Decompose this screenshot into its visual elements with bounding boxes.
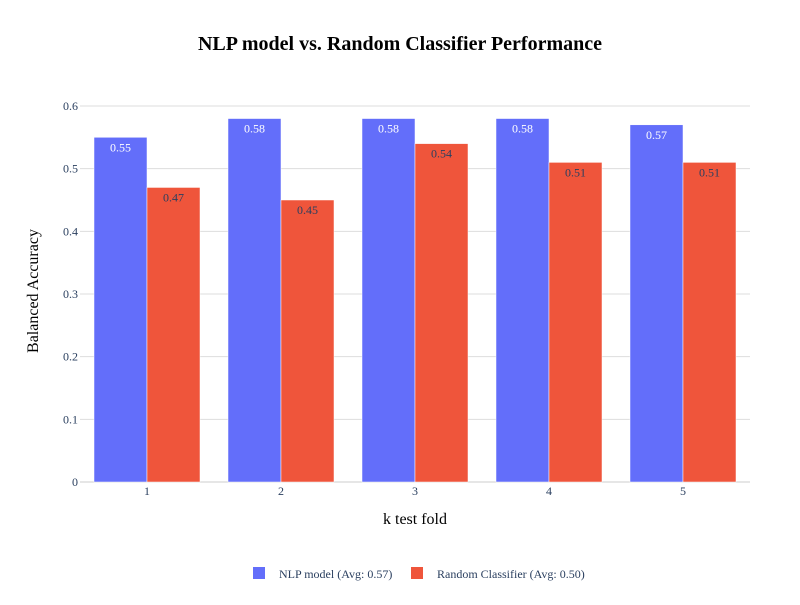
x-tick-label: 2 [278,484,284,498]
x-tick-label: 3 [412,484,418,498]
bar-value-label: 0.54 [431,147,452,161]
legend-item-random-classifier[interactable]: Random Classifier (Avg: 0.50) [411,567,585,581]
x-axis-title: k test fold [383,511,447,528]
y-tick-label: 0.5 [63,162,78,176]
bar-value-label: 0.58 [244,122,265,136]
bar-value-label: 0.51 [565,165,586,179]
y-axis-ticks: 0 0.1 0.2 0.3 0.4 0.5 0.6 [63,99,78,489]
bar-value-label: 0.55 [110,140,131,154]
bar-random-classifier[interactable] [682,162,737,483]
x-tick-label: 1 [144,484,150,498]
bar-nlp-model[interactable] [227,118,282,483]
bar-value-label: 0.51 [699,165,720,179]
bar-nlp-model[interactable] [495,118,550,483]
bar-random-classifier[interactable] [280,199,335,483]
bar-value-label: 0.57 [646,128,667,142]
legend-swatch [253,567,265,579]
bar-nlp-model[interactable] [93,137,148,483]
bar-value-labels: 0.55 0.47 0.58 0.45 0.58 0.54 0.58 0.51 0.57 0.51 [110,122,720,217]
bar-value-label: 0.58 [378,122,399,136]
bar-value-label: 0.47 [163,190,184,204]
x-tick-label: 4 [546,484,552,498]
y-axis-title: Balanced Accuracy [25,229,42,353]
y-tick-label: 0.6 [63,99,78,113]
y-tick-label: 0.4 [63,224,78,238]
y-tick-label: 0.1 [63,412,78,426]
bar-random-classifier[interactable] [146,187,201,483]
y-tick-label: 0.2 [63,350,78,364]
bars [93,118,737,483]
x-axis-ticks: 1 2 3 4 5 [144,484,686,498]
legend-label: NLP model (Avg: 0.57) [279,567,392,581]
bar-nlp-model[interactable] [361,118,416,483]
x-tick-label: 5 [680,484,686,498]
y-tick-label: 0.3 [63,287,78,301]
bar-nlp-model[interactable] [629,124,684,483]
legend: NLP model (Avg: 0.57) Random Classifier (… [253,567,585,581]
bar-random-classifier[interactable] [548,162,603,483]
bar-value-label: 0.58 [512,122,533,136]
y-tick-label: 0 [72,475,78,489]
chart-title: NLP model vs. Random Classifier Performa… [198,33,602,55]
bar-value-label: 0.45 [297,203,318,217]
bar-random-classifier[interactable] [414,143,469,483]
legend-item-nlp-model[interactable]: NLP model (Avg: 0.57) [253,567,392,581]
legend-label: Random Classifier (Avg: 0.50) [437,567,585,581]
legend-swatch [411,567,423,579]
